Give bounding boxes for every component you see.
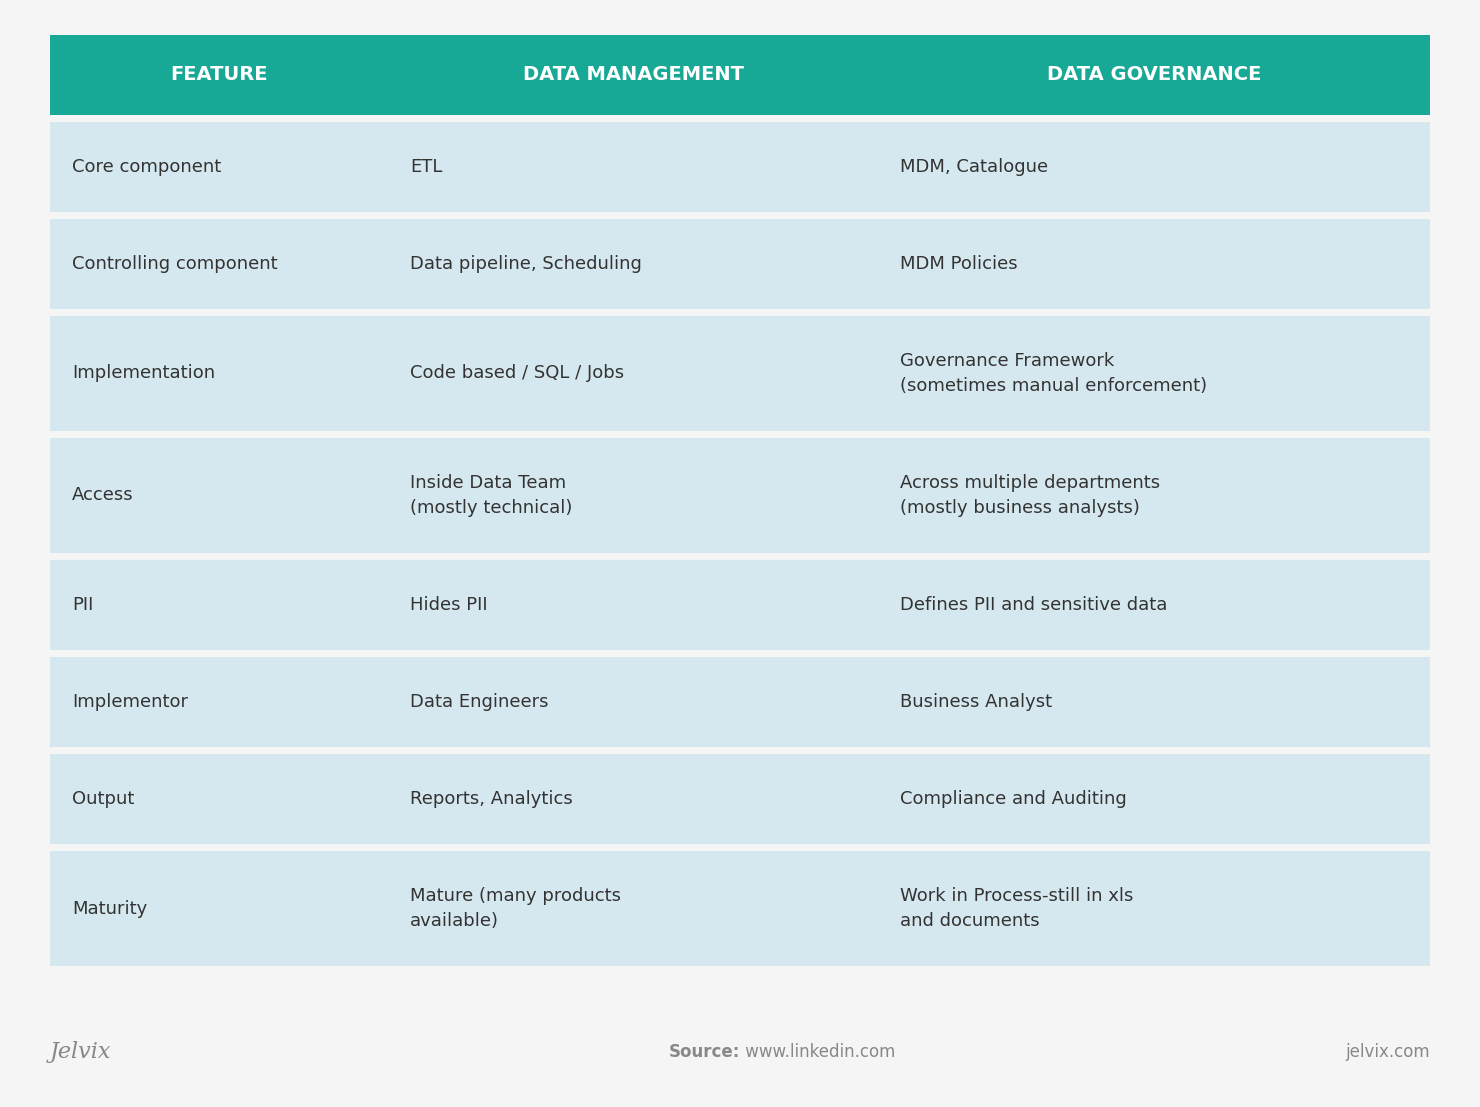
Text: jelvix.com: jelvix.com [1345, 1043, 1430, 1061]
Bar [50, 754, 388, 844]
Text: Controlling component: Controlling component [73, 255, 278, 273]
Bar [50, 851, 388, 966]
Text: Across multiple departments
(mostly business analysts): Across multiple departments (mostly busi… [900, 475, 1160, 517]
Text: Access: Access [73, 486, 133, 505]
Bar [388, 851, 878, 966]
Text: DATA GOVERNANCE: DATA GOVERNANCE [1046, 65, 1261, 84]
Text: Inside Data Team
(mostly technical): Inside Data Team (mostly technical) [410, 475, 573, 517]
Bar [878, 219, 1430, 309]
Bar [878, 851, 1430, 966]
Bar [878, 656, 1430, 747]
Bar [50, 122, 388, 213]
Text: Data Engineers: Data Engineers [410, 693, 549, 711]
Bar [50, 438, 388, 554]
Text: Implementation: Implementation [73, 364, 215, 383]
Text: Code based / SQL / Jobs: Code based / SQL / Jobs [410, 364, 625, 383]
Text: PII: PII [73, 596, 93, 614]
Text: Mature (many products
available): Mature (many products available) [410, 888, 622, 930]
Bar [878, 315, 1430, 431]
Bar [50, 315, 388, 431]
Text: Source:: Source: [669, 1043, 740, 1061]
Bar [878, 754, 1430, 844]
Bar [388, 219, 878, 309]
Bar [50, 560, 388, 650]
Text: Hides PII: Hides PII [410, 596, 488, 614]
Bar [878, 122, 1430, 213]
Text: MDM, Catalogue: MDM, Catalogue [900, 158, 1048, 176]
Text: www.linkedin.com: www.linkedin.com [740, 1043, 895, 1061]
Text: MDM Policies: MDM Policies [900, 255, 1018, 273]
Bar [388, 754, 878, 844]
Bar [50, 219, 388, 309]
Text: Maturity: Maturity [73, 900, 147, 918]
Bar [50, 35, 388, 115]
Text: Data pipeline, Scheduling: Data pipeline, Scheduling [410, 255, 642, 273]
Text: Implementor: Implementor [73, 693, 188, 711]
Text: Defines PII and sensitive data: Defines PII and sensitive data [900, 596, 1168, 614]
Bar [388, 35, 878, 115]
Bar [388, 438, 878, 554]
Bar [878, 35, 1430, 115]
Bar [388, 560, 878, 650]
Text: Jelvix: Jelvix [50, 1041, 111, 1063]
Text: Business Analyst: Business Analyst [900, 693, 1052, 711]
Text: Output: Output [73, 790, 135, 808]
Text: DATA MANAGEMENT: DATA MANAGEMENT [522, 65, 743, 84]
Text: FEATURE: FEATURE [170, 65, 268, 84]
Text: Work in Process-still in xls
and documents: Work in Process-still in xls and documen… [900, 888, 1134, 930]
Text: Compliance and Auditing: Compliance and Auditing [900, 790, 1126, 808]
Text: Core component: Core component [73, 158, 221, 176]
Text: Reports, Analytics: Reports, Analytics [410, 790, 573, 808]
Bar [388, 656, 878, 747]
Bar [388, 315, 878, 431]
Text: ETL: ETL [410, 158, 443, 176]
Bar [878, 560, 1430, 650]
Bar [878, 438, 1430, 554]
Bar [388, 122, 878, 213]
Text: Governance Framework
(sometimes manual enforcement): Governance Framework (sometimes manual e… [900, 352, 1208, 395]
Bar [50, 656, 388, 747]
